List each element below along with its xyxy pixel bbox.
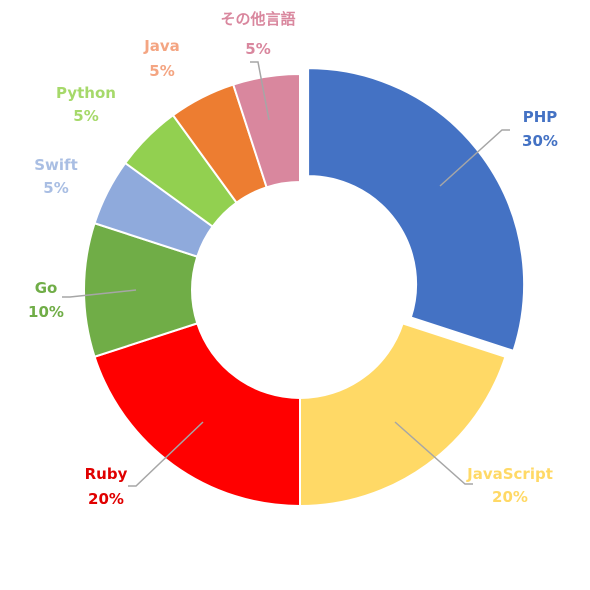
slices-group xyxy=(83,67,526,508)
data-label-percent-go: 10% xyxy=(28,303,64,321)
leader-line-other xyxy=(250,61,270,121)
data-label-name-swift: Swift xyxy=(34,156,78,174)
data-label-name-javascript: JavaScript xyxy=(466,465,553,483)
data-label-name-other: その他言語 xyxy=(220,10,295,28)
data-label-percent-php: 30% xyxy=(522,132,558,150)
slice-php xyxy=(307,67,526,353)
data-label-name-python: Python xyxy=(56,84,116,102)
data-label-percent-java: 5% xyxy=(149,62,174,80)
data-label-name-ruby: Ruby xyxy=(85,465,128,483)
leader-line-javascript xyxy=(394,421,473,485)
leader-line-ruby xyxy=(128,421,204,487)
leader-line-go xyxy=(62,289,137,298)
data-label-name-php: PHP xyxy=(523,108,558,126)
leader-line-php xyxy=(439,129,510,187)
data-label-name-go: Go xyxy=(35,279,58,297)
data-label-percent-python: 5% xyxy=(73,107,98,125)
slice-other xyxy=(231,72,301,189)
slice-javascript xyxy=(299,322,507,508)
data-label-name-java: Java xyxy=(143,37,180,55)
slice-ruby xyxy=(93,322,301,508)
labels-group: PHP 30% JavaScript 20% Ruby 20% Go 10% Swift 5% Py… xyxy=(28,10,558,508)
data-label-percent-ruby: 20% xyxy=(88,490,124,508)
leader-lines-group xyxy=(62,61,510,487)
data-label-percent-other: 5% xyxy=(245,40,270,58)
data-label-percent-javascript: 20% xyxy=(492,488,528,506)
data-label-percent-swift: 5% xyxy=(43,179,68,197)
